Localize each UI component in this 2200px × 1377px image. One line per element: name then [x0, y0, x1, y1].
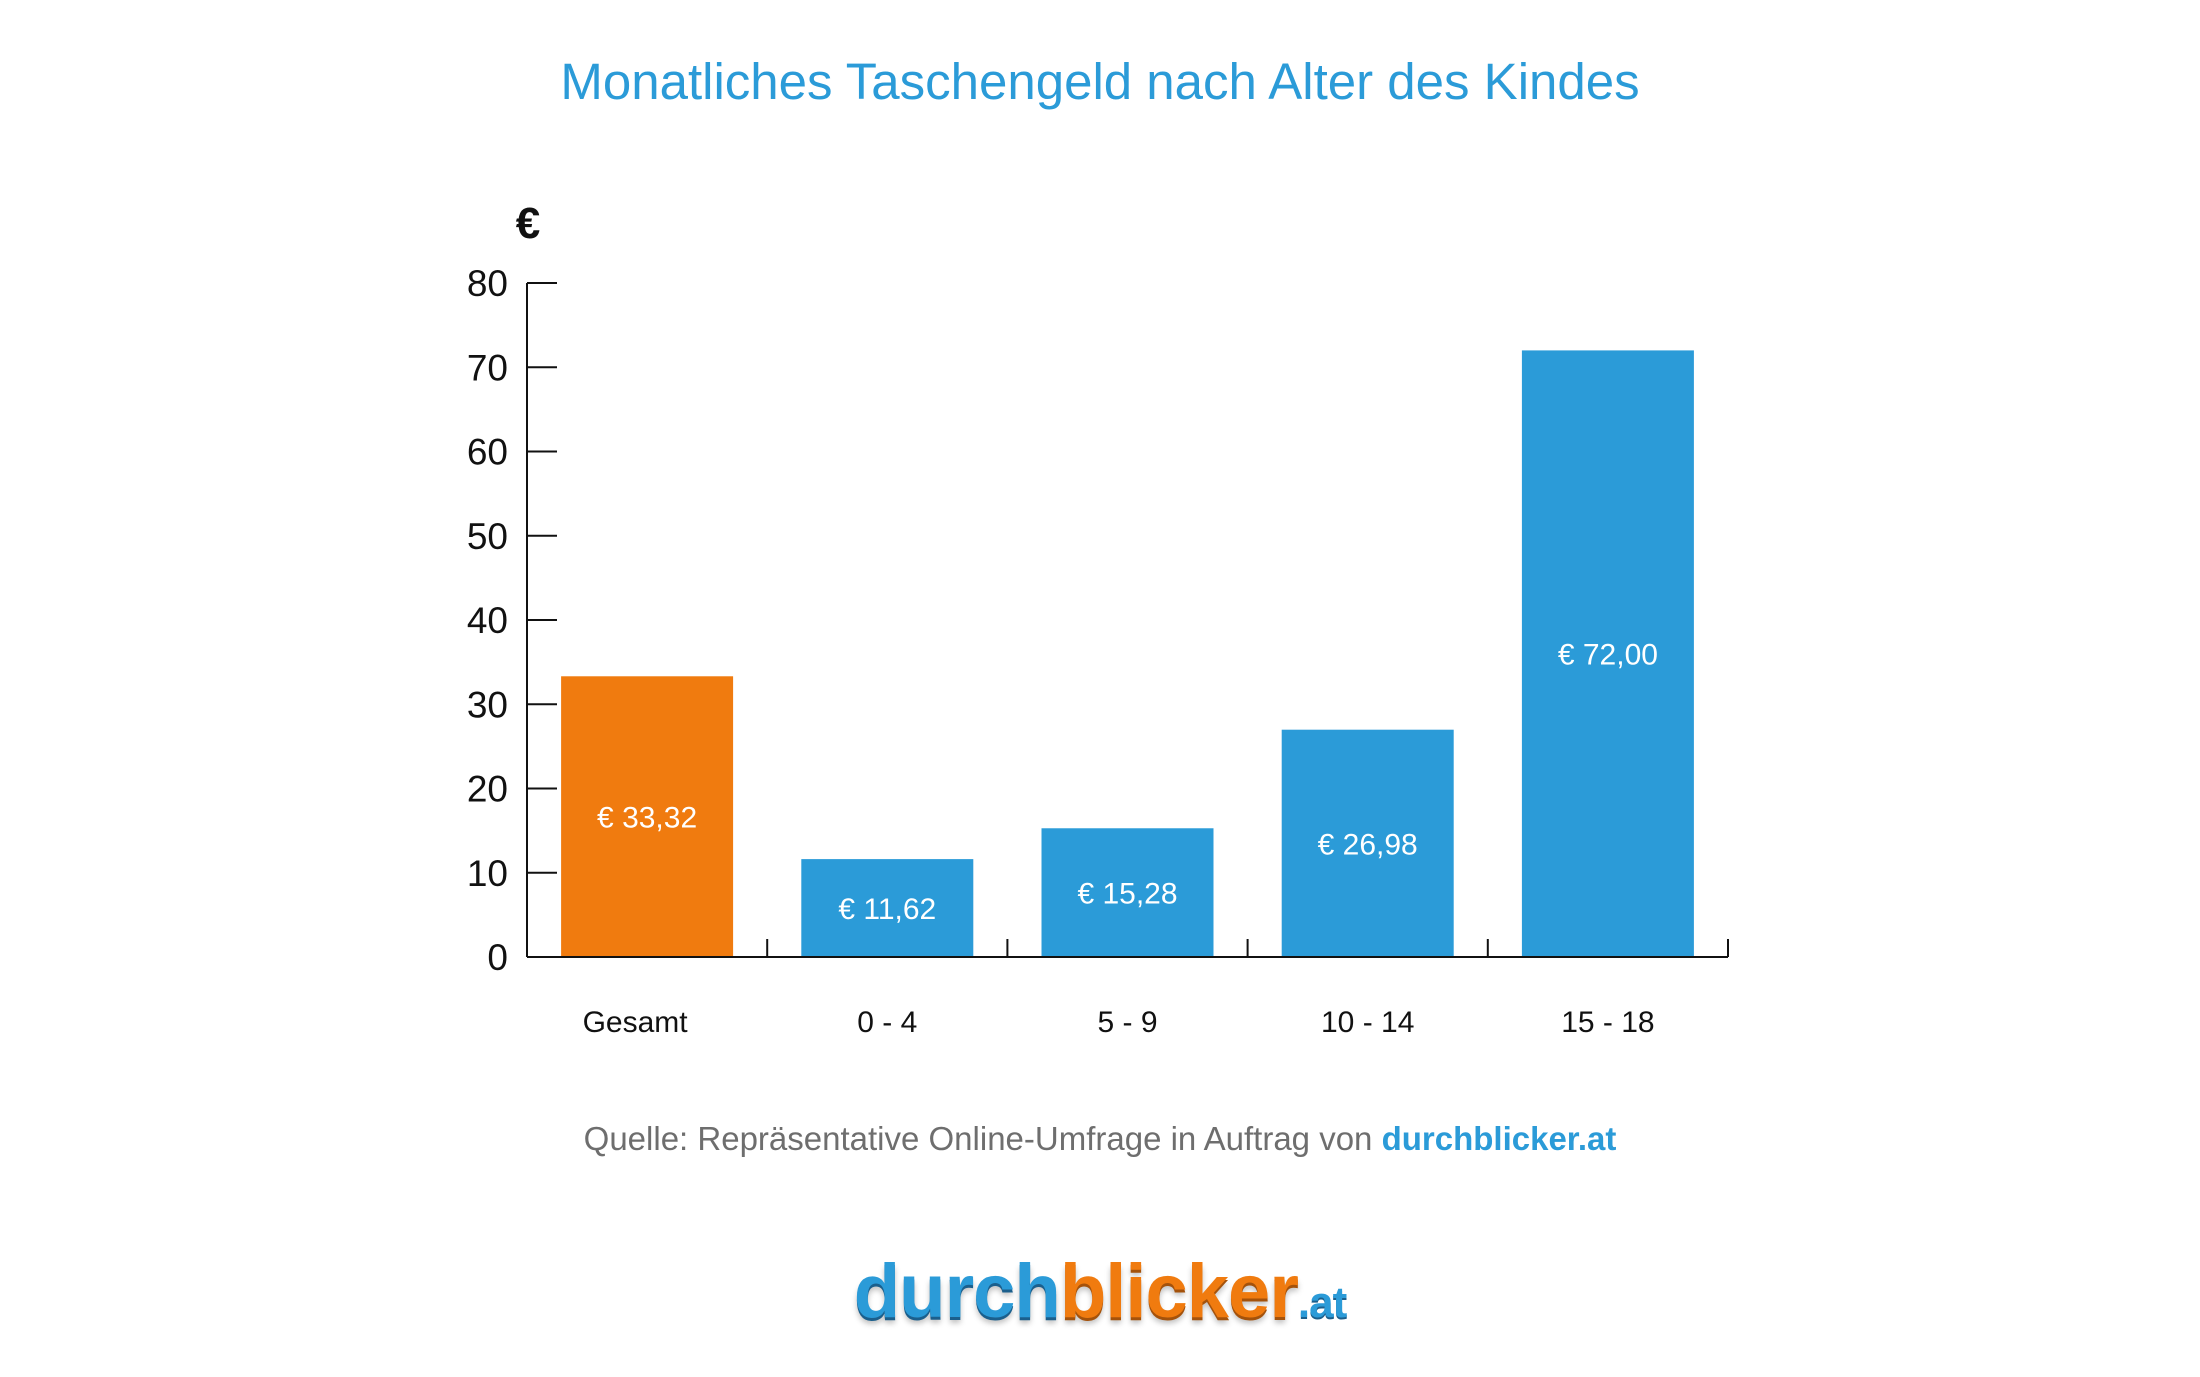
bar-0 [561, 676, 734, 957]
y-tick-label-2: 20 [467, 769, 508, 810]
logo-part-at: .at [1297, 1278, 1347, 1327]
y-tick-label-5: 50 [467, 516, 508, 557]
y-tick-label-6: 60 [467, 432, 508, 473]
bar-value-label-0: € 33,32 [597, 802, 697, 835]
y-tick-label-8: 80 [467, 263, 508, 304]
bar-3 [1281, 729, 1454, 957]
bar-2 [1041, 828, 1214, 957]
bar-value-label-3: € 26,98 [1318, 828, 1418, 861]
logo-part-durch: durch [853, 1249, 1061, 1334]
y-tick-label-0: 0 [487, 937, 508, 978]
source-prefix: Quelle: Repräsentative Online-Umfrage in… [583, 1120, 1382, 1157]
durchblicker-logo: durchblicker.at [0, 1248, 2200, 1335]
y-tick-label-3: 30 [467, 684, 508, 725]
category-label-4: 15 - 18 [1561, 1006, 1654, 1039]
chart-title: Monatliches Taschengeld nach Alter des K… [560, 53, 1640, 110]
category-label-2: 5 - 9 [1097, 1006, 1157, 1039]
bar-value-label-4: € 72,00 [1558, 639, 1658, 672]
source-link[interactable]: durchblicker.at [1381, 1120, 1617, 1157]
y-tick-label-1: 10 [467, 853, 508, 894]
bars-group: € 33,32 Gesamt € 11,62 0 - 4 € 15,28 5 - 9 € 2… [561, 350, 1694, 1039]
axes-group: 0 10 20 30 40 50 60 70 80 [467, 263, 1729, 978]
logo-part-blicker: blicker [1059, 1249, 1299, 1334]
bar-1 [801, 859, 974, 957]
y-tick-label-7: 70 [467, 347, 508, 388]
bar-value-label-2: € 15,28 [1077, 878, 1177, 911]
bar-value-label-1: € 11,62 [838, 893, 936, 926]
category-label-1: 0 - 4 [857, 1006, 917, 1039]
category-label-0: Gesamt [583, 1006, 689, 1039]
y-tick-label-4: 40 [467, 600, 508, 641]
y-axis-unit-label: € [516, 199, 540, 248]
category-label-3: 10 - 14 [1321, 1006, 1414, 1039]
bar-4 [1521, 350, 1694, 957]
source-note: Quelle: Repräsentative Online-Umfrage in… [0, 1120, 2200, 1158]
